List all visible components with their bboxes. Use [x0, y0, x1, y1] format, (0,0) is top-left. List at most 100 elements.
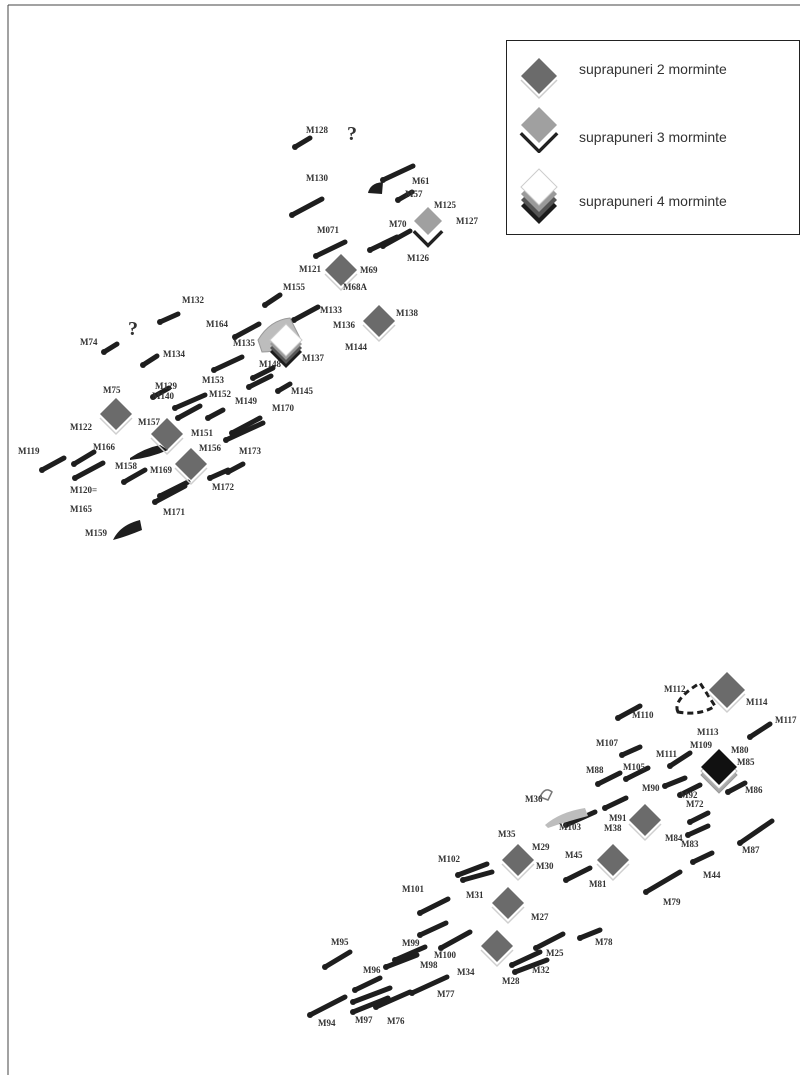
grave-label: M171 — [163, 507, 185, 517]
overlap-14 — [269, 323, 303, 357]
grave-label: M68A — [343, 282, 367, 292]
grave-label: M29 — [532, 842, 550, 852]
grave-label: M129 — [155, 381, 177, 391]
overlap-1 — [325, 254, 357, 286]
grave-11 — [232, 321, 262, 340]
grave-label: M170 — [272, 403, 294, 413]
grave-label: M130 — [306, 173, 328, 183]
grave-label: M81 — [589, 879, 607, 889]
grave-label: M95 — [331, 937, 349, 947]
grave-skull-43 — [685, 832, 691, 838]
overlap-4 — [151, 418, 183, 450]
grave-45 — [737, 818, 775, 846]
grave-55 — [383, 952, 420, 970]
grave-skull-6 — [380, 243, 386, 249]
labels-layer: M128 M130 M61 M57 M125 M70 M127 M126 M071 M121 M69… — [18, 125, 797, 1028]
grave-label: M144 — [345, 342, 367, 352]
overlap-13 — [481, 930, 513, 962]
grave-65 — [409, 974, 450, 996]
grave-label: M90 — [642, 783, 660, 793]
grave-10 — [157, 311, 181, 325]
grave-label: M127 — [456, 216, 478, 226]
grave-skull-18 — [150, 394, 156, 400]
grave-skull-2 — [289, 212, 295, 218]
overlap-6-mid — [412, 225, 444, 244]
grave-skull-4 — [395, 197, 401, 203]
grave-label: M135 — [233, 338, 255, 348]
grave-label: M128 — [306, 125, 328, 135]
grave-skull-30 — [207, 475, 213, 481]
grave-17 — [250, 365, 276, 381]
grave-label: M105 — [623, 762, 645, 772]
grave-62 — [350, 985, 393, 1005]
grave-label: M158 — [115, 461, 137, 471]
grave-label: M107 — [596, 738, 618, 748]
grave-label: M169 — [150, 465, 172, 475]
grave-skull-40 — [677, 792, 683, 798]
grave-label: M155 — [283, 282, 305, 292]
grave-14 — [211, 354, 245, 373]
grave-skull-59 — [577, 935, 583, 941]
grave-skull-48 — [563, 822, 569, 828]
grave-label: M102 — [438, 854, 460, 864]
grave-skull-19 — [172, 405, 178, 411]
grave-skull-52 — [417, 932, 423, 938]
grave-skull-26 — [72, 475, 78, 481]
grave-skull-31 — [225, 469, 231, 475]
grave-label: M136 — [333, 320, 355, 330]
grave-30 — [207, 467, 231, 481]
grave-35 — [623, 765, 651, 782]
grave-54 — [392, 944, 428, 963]
overlap-12 — [492, 887, 524, 919]
overlaps-layer — [99, 207, 746, 968]
grave-skull-28 — [152, 499, 158, 505]
grave-20 — [175, 403, 203, 421]
grave-label: M110 — [632, 710, 654, 720]
grave-label: M126 — [407, 253, 429, 263]
grave-40 — [677, 782, 703, 798]
grave-skull-33 — [619, 752, 625, 758]
grave-label: M87 — [742, 845, 760, 855]
grave-label: M153 — [202, 375, 224, 385]
grave-label: M96 — [363, 965, 381, 975]
grave-label: M173 — [239, 446, 261, 456]
grave-3 — [380, 163, 416, 183]
grave-skull-34 — [595, 781, 601, 787]
grave-label: M114 — [746, 697, 768, 707]
overlap-4-outline — [150, 437, 184, 456]
overlap-12-outline — [491, 906, 525, 925]
grave-label: M157 — [138, 417, 160, 427]
grave-skull-44 — [690, 859, 696, 865]
grave-skull-49 — [460, 877, 466, 883]
overlap-3-graves-swatch — [519, 107, 559, 153]
grave-skull-16 — [275, 388, 281, 394]
grave-8 — [262, 292, 283, 308]
grave-skull-35 — [623, 776, 629, 782]
grave-label: M99 — [402, 938, 420, 948]
grave-label: M78 — [595, 937, 613, 947]
overlap-6 — [414, 207, 442, 235]
grave-m36-outline — [538, 789, 553, 801]
grave-58 — [512, 957, 550, 975]
grave-label: M27 — [531, 912, 549, 922]
grave-56 — [533, 931, 566, 951]
grave-skull-8 — [262, 302, 268, 308]
legend: suprapuneri 2 morminte suprapuneri 3 mor… — [506, 40, 800, 235]
grave-m159-shape — [113, 520, 142, 540]
grave-label: M121 — [299, 264, 321, 274]
grave-2 — [289, 196, 325, 218]
overlap-2 — [363, 305, 395, 337]
grave-m61-shape — [368, 182, 383, 194]
grave-skull-23 — [223, 437, 229, 443]
grave-47 — [563, 865, 593, 883]
grave-22 — [229, 415, 263, 436]
grave-label: M88 — [586, 765, 604, 775]
overlap-3 — [100, 398, 132, 430]
grave-skull-13 — [140, 362, 146, 368]
grave-skull-15 — [246, 384, 252, 390]
overlap-11 — [502, 844, 534, 876]
grave-skull-42 — [687, 819, 693, 825]
overlap-11-outline — [501, 863, 535, 882]
grave-50 — [455, 861, 490, 878]
grave-label: M151 — [191, 428, 213, 438]
